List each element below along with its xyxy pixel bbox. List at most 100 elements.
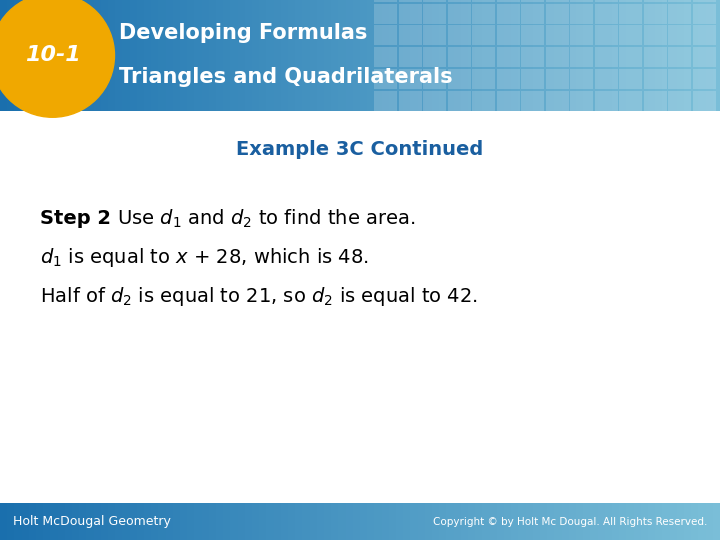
Bar — [668, 69, 691, 89]
Bar — [209, 503, 216, 540]
Bar — [547, 503, 554, 540]
Bar — [36, 0, 43, 111]
Bar — [554, 503, 562, 540]
Bar — [288, 0, 295, 111]
Ellipse shape — [0, 0, 114, 117]
Bar — [266, 503, 274, 540]
Bar — [569, 0, 576, 111]
Bar — [331, 503, 338, 540]
Bar — [423, 4, 446, 24]
Bar — [223, 503, 230, 540]
Bar — [374, 503, 382, 540]
Bar — [72, 503, 79, 540]
Bar — [374, 69, 397, 89]
Bar — [223, 0, 230, 111]
Bar — [546, 4, 569, 24]
Bar — [399, 4, 422, 24]
Bar — [353, 0, 360, 111]
Bar — [410, 0, 418, 111]
Bar — [324, 503, 331, 540]
Bar — [439, 503, 446, 540]
Bar — [677, 0, 684, 111]
Bar — [713, 0, 720, 111]
Bar — [595, 91, 618, 111]
Bar — [461, 0, 468, 111]
Bar — [497, 91, 520, 111]
Bar — [461, 503, 468, 540]
Bar — [518, 0, 526, 111]
Bar — [619, 0, 626, 111]
Bar — [180, 0, 187, 111]
Bar — [576, 0, 583, 111]
Bar — [187, 0, 194, 111]
Bar — [490, 503, 497, 540]
Bar — [472, 91, 495, 111]
Bar — [521, 0, 544, 2]
Bar — [641, 0, 648, 111]
Bar — [130, 503, 137, 540]
Bar — [331, 0, 338, 111]
Bar — [713, 503, 720, 540]
Bar — [619, 4, 642, 24]
Bar — [346, 0, 353, 111]
Bar — [605, 0, 612, 111]
Bar — [360, 503, 367, 540]
Bar — [79, 503, 86, 540]
Bar — [644, 91, 667, 111]
Bar — [655, 503, 662, 540]
Bar — [108, 503, 115, 540]
Bar — [302, 0, 310, 111]
Bar — [655, 0, 662, 111]
Bar — [338, 503, 346, 540]
Bar — [570, 4, 593, 24]
Bar — [14, 503, 22, 540]
Bar — [612, 503, 619, 540]
Bar — [497, 503, 504, 540]
Bar — [374, 25, 397, 45]
Bar — [546, 0, 569, 2]
Bar — [598, 503, 605, 540]
Bar — [43, 503, 50, 540]
Bar — [317, 0, 324, 111]
Bar — [353, 503, 360, 540]
Bar — [423, 69, 446, 89]
Ellipse shape — [0, 16, 105, 95]
Bar — [540, 503, 547, 540]
Bar — [693, 25, 716, 45]
Bar — [173, 0, 180, 111]
Bar — [439, 0, 446, 111]
Bar — [497, 69, 520, 89]
Bar — [252, 0, 259, 111]
Bar — [684, 0, 691, 111]
Bar — [521, 4, 544, 24]
Bar — [570, 91, 593, 111]
Bar — [403, 503, 410, 540]
Bar — [425, 503, 432, 540]
Bar — [648, 0, 655, 111]
Bar — [468, 0, 475, 111]
Text: $d_1$ is equal to $x$ + 28, which is 48.: $d_1$ is equal to $x$ + 28, which is 48. — [40, 246, 369, 269]
Bar — [423, 0, 446, 2]
Bar — [0, 503, 7, 540]
Bar — [115, 503, 122, 540]
Bar — [180, 503, 187, 540]
Bar — [497, 4, 520, 24]
Bar — [521, 47, 544, 67]
Bar — [274, 0, 281, 111]
Text: Step 2: Step 2 — [40, 209, 111, 228]
Bar — [399, 69, 422, 89]
Bar — [399, 91, 422, 111]
Bar — [590, 0, 598, 111]
Bar — [619, 91, 642, 111]
Bar — [569, 503, 576, 540]
Bar — [245, 0, 252, 111]
Bar — [194, 503, 202, 540]
Bar — [504, 503, 511, 540]
Bar — [65, 503, 72, 540]
Bar — [454, 503, 461, 540]
Bar — [595, 25, 618, 45]
Bar — [698, 503, 706, 540]
Bar — [662, 503, 670, 540]
Bar — [668, 0, 691, 2]
Bar — [668, 4, 691, 24]
